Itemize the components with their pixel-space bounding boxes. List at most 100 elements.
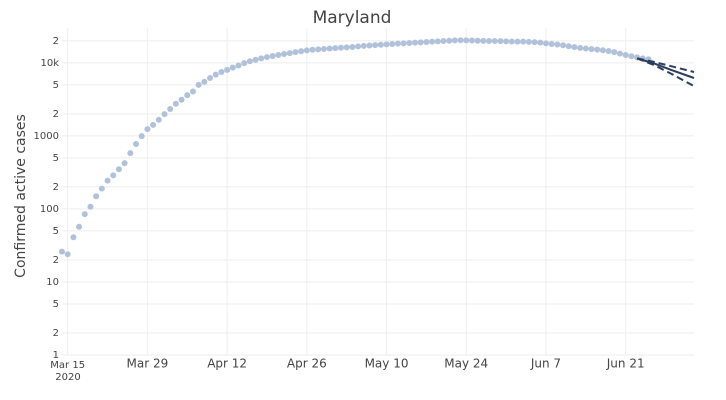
data-point: [246, 58, 253, 65]
data-point: [212, 71, 219, 78]
data-point: [70, 234, 77, 241]
x-tick-label: Mar 15: [50, 360, 85, 371]
data-point: [81, 211, 88, 218]
forecast-bound: [636, 57, 695, 73]
y-tick-label: 10k: [40, 58, 59, 69]
y-tick-label: 10: [46, 277, 59, 288]
data-point: [429, 38, 436, 45]
data-point: [292, 49, 299, 56]
data-point: [133, 141, 140, 148]
x-tick-label: Mar 29: [127, 357, 169, 371]
data-point: [275, 52, 282, 59]
data-point: [560, 42, 567, 49]
y-axis-title: Confirmed active cases: [13, 114, 29, 278]
data-point: [394, 40, 401, 47]
data-point: [309, 46, 316, 53]
data-point: [235, 62, 242, 69]
data-point: [548, 41, 555, 48]
y-tick-label: 1: [53, 350, 59, 361]
y-tick-label: 2: [53, 255, 59, 266]
data-point: [508, 38, 515, 45]
data-point: [144, 126, 151, 133]
data-point: [229, 64, 236, 71]
data-point: [76, 223, 83, 230]
y-tick-label: 2: [53, 109, 59, 120]
data-point: [423, 38, 430, 45]
x-tick-label: Jun 7: [530, 357, 561, 371]
data-point: [537, 39, 544, 46]
data-point: [121, 160, 128, 167]
data-point: [258, 55, 265, 62]
y-tick-label: 5: [53, 226, 59, 237]
data-point: [605, 48, 612, 55]
data-point: [349, 43, 356, 50]
data-point: [64, 251, 71, 258]
data-point: [189, 88, 196, 95]
y-tick-label: 1000: [34, 131, 59, 142]
data-point: [571, 44, 578, 51]
data-point: [491, 38, 498, 45]
data-point: [332, 45, 339, 52]
data-point: [446, 37, 453, 44]
data-point: [514, 38, 521, 45]
data-point: [372, 42, 379, 49]
data-point: [389, 41, 396, 48]
data-point: [320, 45, 327, 52]
data-point: [343, 44, 350, 51]
data-point: [554, 41, 561, 48]
data-point: [252, 56, 259, 63]
data-point: [366, 42, 373, 49]
data-point: [457, 37, 464, 44]
x-tick-label: May 10: [365, 357, 409, 371]
x-tick-label: Jun 21: [606, 357, 645, 371]
data-point: [400, 40, 407, 47]
y-tick-label: 2: [53, 182, 59, 193]
x-tick-label: Apr 26: [287, 357, 327, 371]
data-point: [577, 44, 584, 51]
data-point: [520, 38, 527, 45]
x-year-label: 2020: [55, 372, 80, 383]
x-tick-label: May 24: [444, 357, 488, 371]
y-tick-label: 5: [53, 299, 59, 310]
data-point: [383, 41, 390, 48]
data-point: [440, 38, 447, 45]
data-point: [463, 37, 470, 44]
data-point: [588, 46, 595, 53]
data-point: [167, 106, 174, 113]
data-point: [497, 38, 504, 45]
data-point: [542, 40, 549, 47]
data-point: [281, 51, 288, 58]
data-point: [594, 46, 601, 53]
data-point: [599, 47, 606, 54]
data-point: [201, 78, 208, 85]
data-point: [127, 150, 134, 157]
data-point: [87, 203, 94, 210]
data-point: [241, 60, 248, 67]
data-point: [326, 45, 333, 52]
data-point: [303, 47, 310, 54]
x-tick-label: Apr 12: [207, 357, 247, 371]
data-point: [161, 111, 168, 118]
y-tick-label: 2: [53, 36, 59, 47]
data-point: [582, 45, 589, 52]
data-point: [115, 166, 122, 173]
data-point: [224, 66, 231, 73]
chart-title: Maryland: [313, 8, 392, 28]
data-point: [178, 96, 185, 103]
data-point: [98, 185, 105, 192]
data-point: [172, 100, 179, 107]
data-point: [377, 41, 384, 48]
data-point: [412, 39, 419, 46]
data-point: [468, 37, 475, 44]
data-point: [486, 38, 493, 45]
data-point: [93, 193, 100, 200]
data-point: [286, 50, 293, 57]
data-point: [616, 50, 623, 57]
y-tick-label: 100: [40, 204, 59, 215]
data-point: [434, 38, 441, 45]
data-point: [474, 37, 481, 44]
data-point: [138, 133, 145, 140]
data-point: [184, 92, 191, 99]
data-point: [155, 116, 162, 123]
